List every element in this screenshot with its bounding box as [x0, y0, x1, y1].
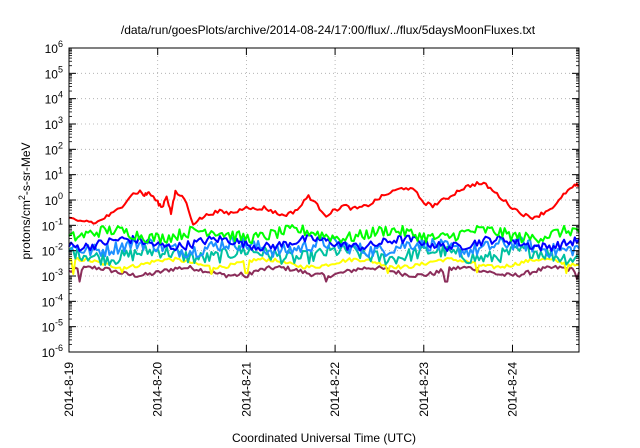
y-tick-label-base: 10	[42, 219, 56, 233]
x-tick-label: 2014-8-21	[239, 362, 253, 417]
y-tick-label-base: 10	[42, 295, 56, 309]
y-tick-label-base: 10	[42, 245, 56, 259]
x-axis-title: Coordinated Universal Time (UTC)	[232, 431, 416, 445]
y-tick-label: 10-6	[42, 343, 63, 360]
y-tick-label-exp: 1	[58, 166, 63, 176]
y-tick-label-exp: 4	[58, 90, 63, 100]
y-tick-label-exp: 3	[58, 115, 63, 125]
x-tick-labels: 2014-8-19 2014-8-20 2014-8-21 2014-8-22 2014…	[62, 362, 519, 417]
y-tick-label-base: 10	[45, 194, 59, 208]
y-tick-label-exp: -3	[55, 267, 63, 277]
x-tick-label: 2014-8-22	[328, 362, 342, 417]
x-tick-label: 2014-8-19	[62, 362, 76, 417]
axis-ticks	[68, 47, 579, 353]
series-line	[68, 224, 580, 245]
y-tick-label-base: 10	[45, 93, 59, 107]
y-tick-label-base: 10	[42, 321, 56, 335]
y-tick-label-exp: 0	[58, 191, 63, 201]
y-tick-labels: 10-610-510-410-310-210-11001011021031041…	[42, 39, 63, 360]
y-tick-label: 101	[45, 166, 63, 183]
y-tick-label: 103	[45, 115, 63, 132]
series-group	[68, 181, 580, 283]
y-axis-title-post: -s-sr-MeV	[19, 142, 33, 195]
series-line	[68, 256, 580, 275]
x-tick-label: 2014-8-24	[505, 362, 519, 417]
y-tick-label: 106	[45, 39, 63, 56]
series-line	[68, 181, 580, 226]
y-axis-title-sup: 2	[17, 195, 27, 200]
x-tick-label: 2014-8-20	[151, 362, 165, 417]
series-line	[68, 236, 580, 259]
y-tick-label: 10-5	[42, 318, 63, 335]
y-tick-label: 100	[45, 191, 63, 208]
y-tick-label-base: 10	[42, 346, 56, 360]
y-tick-label-base: 10	[45, 169, 59, 183]
y-tick-label-base: 10	[45, 67, 59, 81]
y-tick-label-base: 10	[45, 143, 59, 157]
series-line	[68, 243, 580, 266]
y-tick-label-exp: 2	[58, 140, 63, 150]
y-tick-label-exp: 5	[58, 64, 63, 74]
y-tick-label-base: 10	[45, 42, 59, 56]
y-tick-label: 105	[45, 64, 63, 81]
y-tick-label: 102	[45, 140, 63, 157]
y-axis-title-pre: protons/cm	[19, 200, 33, 259]
y-tick-label-base: 10	[42, 270, 56, 284]
y-tick-label: 10-3	[42, 267, 63, 284]
y-tick-label-exp: -1	[55, 216, 63, 226]
y-tick-label-exp: -6	[55, 343, 63, 353]
y-tick-label-base: 10	[45, 118, 59, 132]
y-tick-label: 10-2	[42, 242, 63, 259]
y-tick-label-exp: -4	[55, 292, 63, 302]
series-line	[68, 264, 580, 283]
y-tick-label-exp: 6	[58, 39, 63, 49]
y-tick-label-exp: -2	[55, 242, 63, 252]
chart-title: /data/run/goesPlots/archive/2014-08-24/1…	[121, 23, 536, 37]
x-tick-label: 2014-8-23	[417, 362, 431, 417]
y-tick-label-exp: -5	[55, 318, 63, 328]
y-tick-label: 10-4	[42, 292, 63, 309]
y-axis-title: protons/cm2-s-sr-MeV	[17, 142, 33, 259]
y-tick-label: 104	[45, 90, 63, 107]
y-tick-label: 10-1	[42, 216, 63, 233]
